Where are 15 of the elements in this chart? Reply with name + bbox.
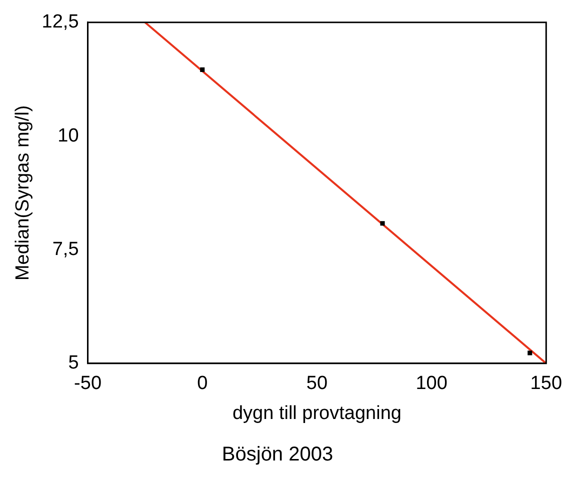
point — [528, 350, 532, 356]
x-tick-label: 0 — [197, 373, 208, 394]
y-axis-title: Median(Syrgas mg/l) — [12, 105, 34, 281]
x-tick-label: 50 — [306, 373, 328, 394]
point — [200, 67, 205, 72]
text: Bösjön 2003 — [222, 444, 334, 466]
x-axis-title: dygn till provtagning — [232, 402, 402, 424]
x-tick-label: -50 — [74, 373, 102, 394]
y-tick-label: 10 — [58, 125, 79, 146]
x-tick-label: 150 — [530, 373, 562, 394]
y-tick-label: 12,5 — [42, 12, 79, 33]
y-tick-label: 7,5 — [52, 238, 79, 260]
y-tick-label: 5 — [68, 352, 79, 374]
point — [380, 221, 385, 226]
x-tick-label: 100 — [416, 373, 448, 394]
